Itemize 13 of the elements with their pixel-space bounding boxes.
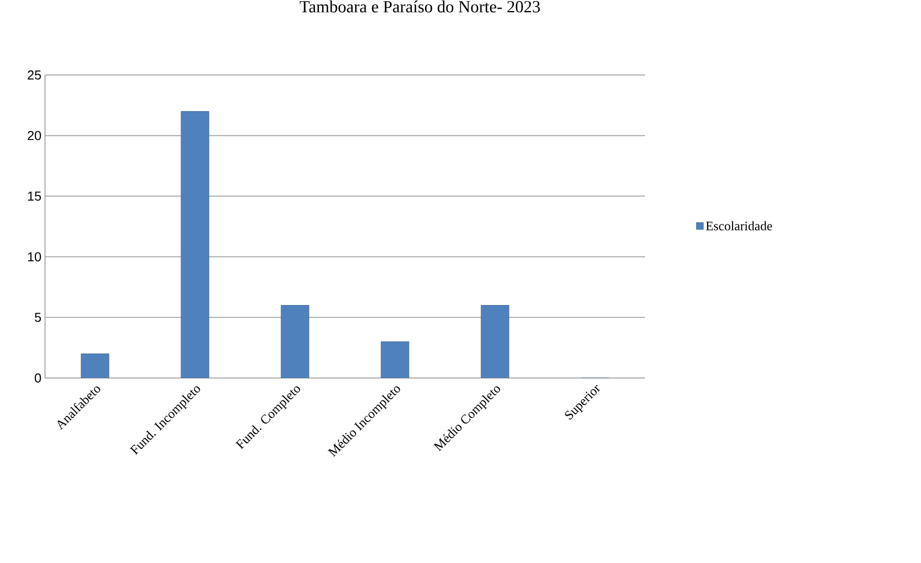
- bar: [380, 341, 410, 378]
- legend-label: Escolaridade: [706, 221, 772, 230]
- bar: [280, 305, 310, 378]
- y-tick-label: 10: [28, 252, 41, 262]
- y-tick-label: 5: [34, 312, 41, 322]
- y-tick-label: 0: [34, 373, 41, 383]
- chart-title: Tamboara e Paraíso do Norte- 2023: [300, 0, 540, 12]
- bar: [80, 354, 110, 378]
- bar: [180, 111, 210, 378]
- y-tick-label: 20: [28, 131, 41, 140]
- bar: [480, 305, 510, 378]
- y-tick-label: 25: [28, 70, 41, 80]
- y-tick-label: 15: [28, 192, 41, 201]
